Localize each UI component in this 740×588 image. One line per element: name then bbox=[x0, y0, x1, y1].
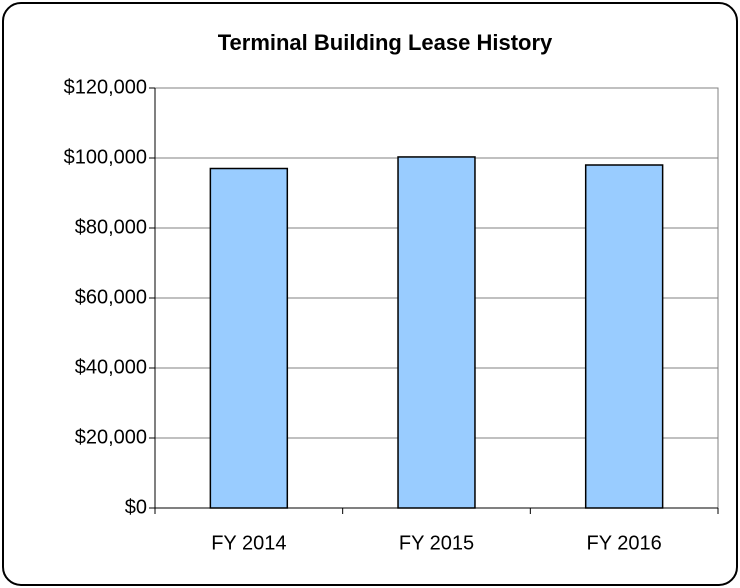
x-tick-label: FY 2014 bbox=[211, 532, 286, 554]
y-tick-label: $80,000 bbox=[75, 216, 147, 238]
y-tick-label: $60,000 bbox=[75, 286, 147, 308]
chart-title: Terminal Building Lease History bbox=[218, 30, 553, 55]
y-tick-label: $20,000 bbox=[75, 426, 147, 448]
y-tick-label: $120,000 bbox=[64, 76, 147, 98]
y-tick-label: $0 bbox=[125, 496, 147, 518]
x-tick-label: FY 2015 bbox=[399, 532, 474, 554]
x-tick-label: FY 2016 bbox=[587, 532, 662, 554]
bar bbox=[397, 156, 476, 509]
bar bbox=[209, 167, 289, 509]
y-tick-label: $100,000 bbox=[64, 146, 147, 168]
bar bbox=[584, 164, 664, 509]
y-tick-label: $40,000 bbox=[75, 356, 147, 378]
